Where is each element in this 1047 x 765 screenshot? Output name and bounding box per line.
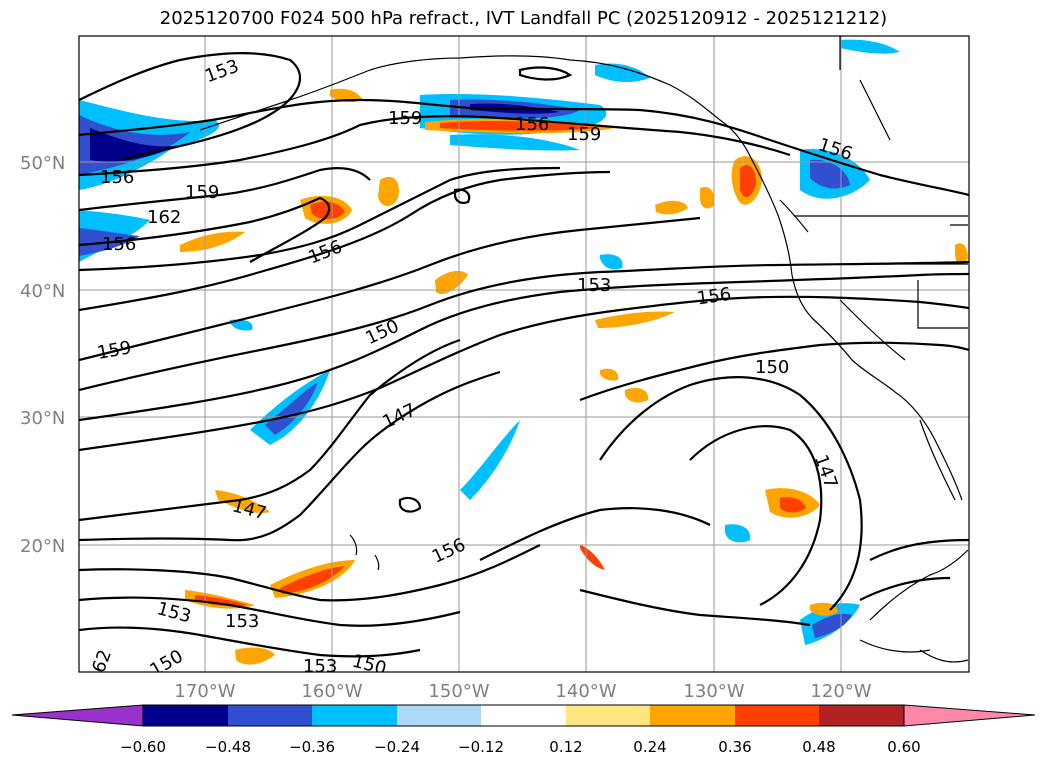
- contour-label: 162: [147, 207, 181, 228]
- colorbar-bin: [650, 705, 735, 726]
- colorbar-frame: [142, 704, 905, 727]
- colorbar-bin: [397, 705, 481, 726]
- contour-label-group: 153 159 156 159 156 156 159 162 156 156 …: [88, 56, 855, 679]
- coastlines: [199, 36, 969, 663]
- colorbar-bin: [481, 705, 566, 726]
- refractivity-contours: [79, 52, 969, 658]
- colorbar-bin: [312, 705, 397, 726]
- map-gridlines: [79, 36, 969, 672]
- contour-label: 156: [100, 167, 134, 188]
- contour-label: 153: [577, 275, 611, 296]
- lon-label-170w: 170°W: [174, 681, 235, 702]
- contour-label: 156: [515, 114, 549, 135]
- colorbar-tick-label: −0.60: [120, 738, 166, 756]
- lon-label-120w: 120°W: [810, 681, 871, 702]
- contour-label: 150: [350, 650, 389, 679]
- colorbar-min-extension: [11, 704, 144, 727]
- contour-label: 159: [388, 108, 422, 129]
- colorbar-bin: [819, 705, 904, 726]
- colorbar-bin: [228, 705, 312, 726]
- colorbar-max-extension: [903, 704, 1036, 727]
- colorbar-bin: [735, 705, 819, 726]
- contour-label: 153: [225, 611, 259, 632]
- lat-label-30n: 30°N: [20, 408, 65, 429]
- contour-label: 159: [185, 182, 219, 203]
- lon-label-150w: 150°W: [428, 681, 489, 702]
- contour-label: 159: [567, 124, 601, 145]
- colorbar-bin: [566, 705, 650, 726]
- map-title: 2025120700 F024 500 hPa refract., IVT La…: [159, 8, 888, 29]
- lat-label-20n: 20°N: [20, 536, 65, 557]
- colorbar-tick-label: −0.48: [205, 738, 251, 756]
- colorbar-tick-label: −0.36: [289, 738, 335, 756]
- contour-label: 156: [696, 284, 733, 310]
- lat-label-40n: 40°N: [20, 281, 65, 302]
- contour-label: 150: [755, 357, 789, 378]
- colorbar-bin: [143, 705, 228, 726]
- contour-label: 153: [303, 656, 337, 677]
- colorbar-tick-label: 0.24: [633, 738, 666, 756]
- colorbar: −0.60 −0.48 −0.36 −0.24 −0.12 0.12 0.24 …: [11, 704, 1036, 756]
- colorbar-tick-label: 0.36: [718, 738, 751, 756]
- lon-label-160w: 160°W: [301, 681, 362, 702]
- colorbar-tick-label: 0.48: [802, 738, 835, 756]
- map-frame: [78, 35, 970, 673]
- lat-label-50n: 50°N: [20, 153, 65, 174]
- contour-label: 156: [102, 234, 136, 255]
- lon-label-130w: 130°W: [683, 681, 744, 702]
- colorbar-tick-label: −0.24: [374, 738, 420, 756]
- colorbar-tick-label: 0.12: [549, 738, 582, 756]
- colorbar-tick-label: −0.12: [458, 738, 504, 756]
- lon-label-140w: 140°W: [555, 681, 616, 702]
- colorbar-tick-label: 0.60: [887, 738, 920, 756]
- map-panel: 153 159 156 159 156 156 159 162 156 156 …: [79, 36, 969, 679]
